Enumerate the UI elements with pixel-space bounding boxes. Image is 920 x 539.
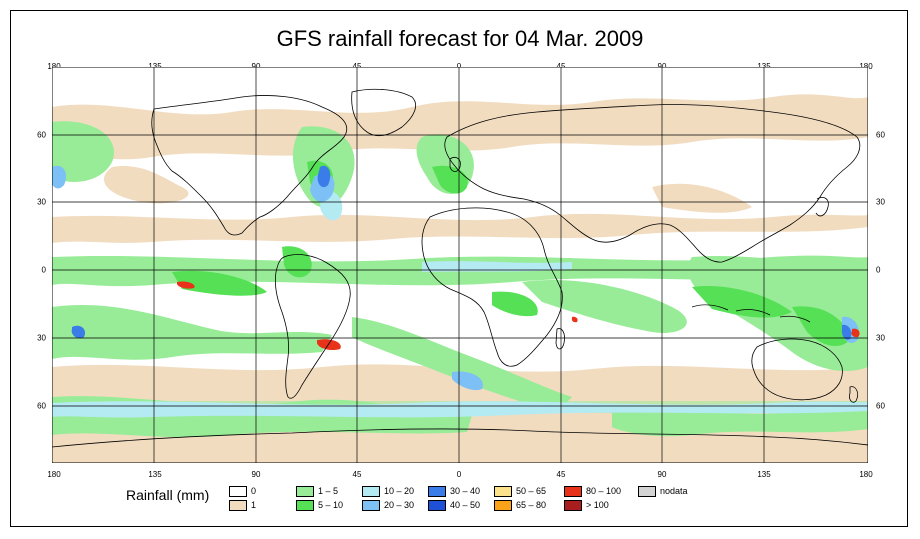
lon-tick-bottom: 0 [456,470,462,479]
legend-label: 1 [251,500,257,510]
rain-band-30-40mm [71,165,852,340]
legend-swatch [564,486,582,497]
lon-tick-bottom: 45 [556,470,566,479]
legend-label: 50 – 65 [516,486,547,496]
legend-swatch [494,500,512,511]
legend-title: Rainfall (mm) [126,487,210,503]
legend-label: 20 – 30 [384,500,415,510]
legend-label: 5 – 10 [318,500,344,510]
lon-tick-bottom: 90 [657,470,667,479]
legend-swatch [362,500,380,511]
legend-label: 30 – 40 [450,486,481,496]
eurasia-outline [444,104,861,263]
lon-tick-bottom: 180 [859,470,873,479]
graticule [52,67,868,463]
legend-swatch [229,486,247,497]
lon-tick-bottom: 135 [148,470,162,479]
legend-swatch [362,486,380,497]
lat-tick-right: 60 [876,130,885,140]
legend-label: 0 [251,486,257,496]
lon-tick-bottom: 90 [251,470,261,479]
legend-swatch [564,500,582,511]
lat-tick-left: 60 [37,401,46,411]
legend-label: 40 – 50 [450,500,481,510]
continents [52,88,868,448]
uk-outline [449,157,461,172]
legend-swatch [428,486,446,497]
legend-swatch [296,486,314,497]
south-america-outline [274,254,351,399]
lat-tick-right: 30 [876,197,885,207]
antarctica-outline [52,428,868,448]
legend-swatch [494,486,512,497]
lon-tick-bottom: 180 [47,470,61,479]
legend-label: 65 – 80 [516,500,547,510]
lat-tick-left: 30 [37,197,46,207]
north-america-outline [151,95,348,236]
greenland-outline [351,88,416,137]
legend-swatch [296,500,314,511]
lat-tick-left: 0 [41,265,46,275]
lat-tick-left: 60 [37,130,46,140]
legend-swatch [428,500,446,511]
lon-tick-bottom: 45 [352,470,362,479]
lat-tick-right: 30 [876,333,885,343]
lat-tick-right: 0 [876,265,881,275]
japan-outline [815,197,829,217]
legend-label: 10 – 20 [384,486,415,496]
new-zealand-outline [849,386,858,403]
indonesia-outline [691,304,811,323]
legend-label: > 100 [586,500,609,510]
africa-outline [421,207,563,367]
legend-label: 1 – 5 [318,486,339,496]
lat-tick-left: 30 [37,333,46,343]
legend-swatch [638,486,656,497]
legend-swatch [229,500,247,511]
legend-label: 80 – 100 [586,486,622,496]
lon-tick-bottom: 135 [757,470,771,479]
legend-label: nodata [660,486,688,496]
rainfall-map [52,67,868,463]
map-title: GFS rainfall forecast for 04 Mar. 2009 [276,26,644,51]
figure-frame [10,10,908,527]
rain-band-80-100mm [177,281,860,351]
australia-outline [751,338,843,401]
lat-tick-right: 60 [876,401,885,411]
